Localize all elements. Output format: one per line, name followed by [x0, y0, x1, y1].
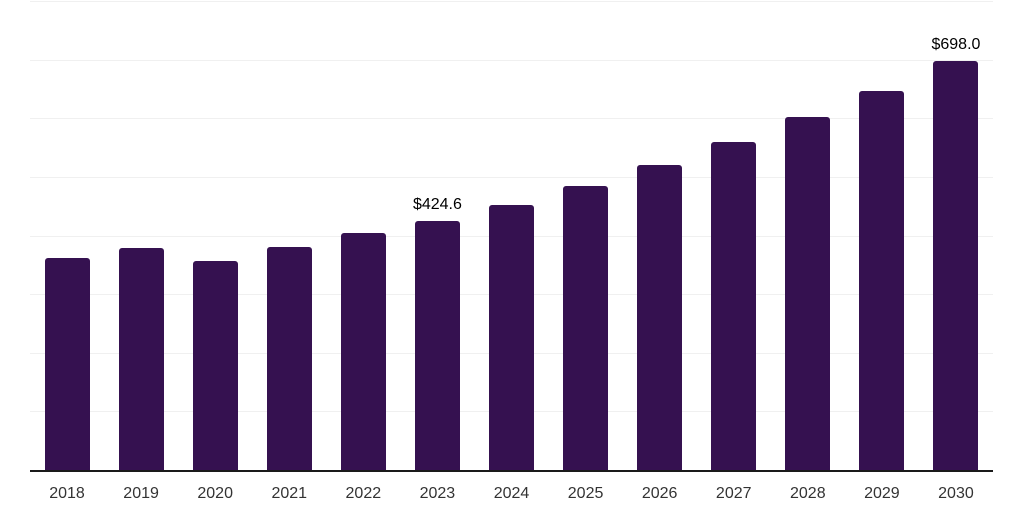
- data-label-2023: $424.6: [412, 196, 462, 214]
- x-tick-label-2020: 2020: [197, 485, 233, 502]
- x-tick-label-2025: 2025: [567, 485, 604, 502]
- x-tick-label-2023: 2023: [419, 485, 456, 502]
- bar-2022[interactable]: [340, 233, 386, 470]
- x-tick-label-2026: 2026: [641, 485, 678, 502]
- bar-2018[interactable]: [44, 257, 90, 470]
- gridline-700: [30, 59, 993, 61]
- bar-2026[interactable]: [637, 164, 683, 470]
- bar-2025[interactable]: [563, 185, 609, 470]
- bar-2028[interactable]: [785, 117, 831, 470]
- x-tick-label-2021: 2021: [271, 485, 308, 502]
- bar-2029[interactable]: [859, 90, 905, 470]
- gridline-800: [30, 0, 993, 2]
- gridline-500: [30, 176, 993, 178]
- bar-2027[interactable]: [711, 141, 757, 470]
- x-tick-label-2022: 2022: [345, 485, 382, 502]
- x-tick-label-2030: 2030: [938, 485, 974, 502]
- bar-2020[interactable]: [192, 260, 238, 470]
- bar-2030[interactable]: [933, 60, 979, 470]
- bar-2021[interactable]: [266, 246, 312, 470]
- x-tick-label-2027: 2027: [715, 485, 752, 502]
- x-tick-label-2018: 2018: [49, 485, 85, 502]
- x-tick-label-2028: 2028: [790, 485, 826, 502]
- data-label-2030: $698.0: [931, 35, 981, 53]
- x-tick-label-2019: 2019: [123, 485, 159, 502]
- gridline-600: [30, 118, 993, 120]
- bar-2023[interactable]: [414, 221, 460, 470]
- x-tick-label-2024: 2024: [493, 485, 530, 502]
- bar-2024[interactable]: [489, 204, 534, 470]
- x-tick-label-2029: 2029: [864, 485, 900, 502]
- bar-2019[interactable]: [118, 248, 164, 470]
- x-axis-line: [30, 470, 993, 472]
